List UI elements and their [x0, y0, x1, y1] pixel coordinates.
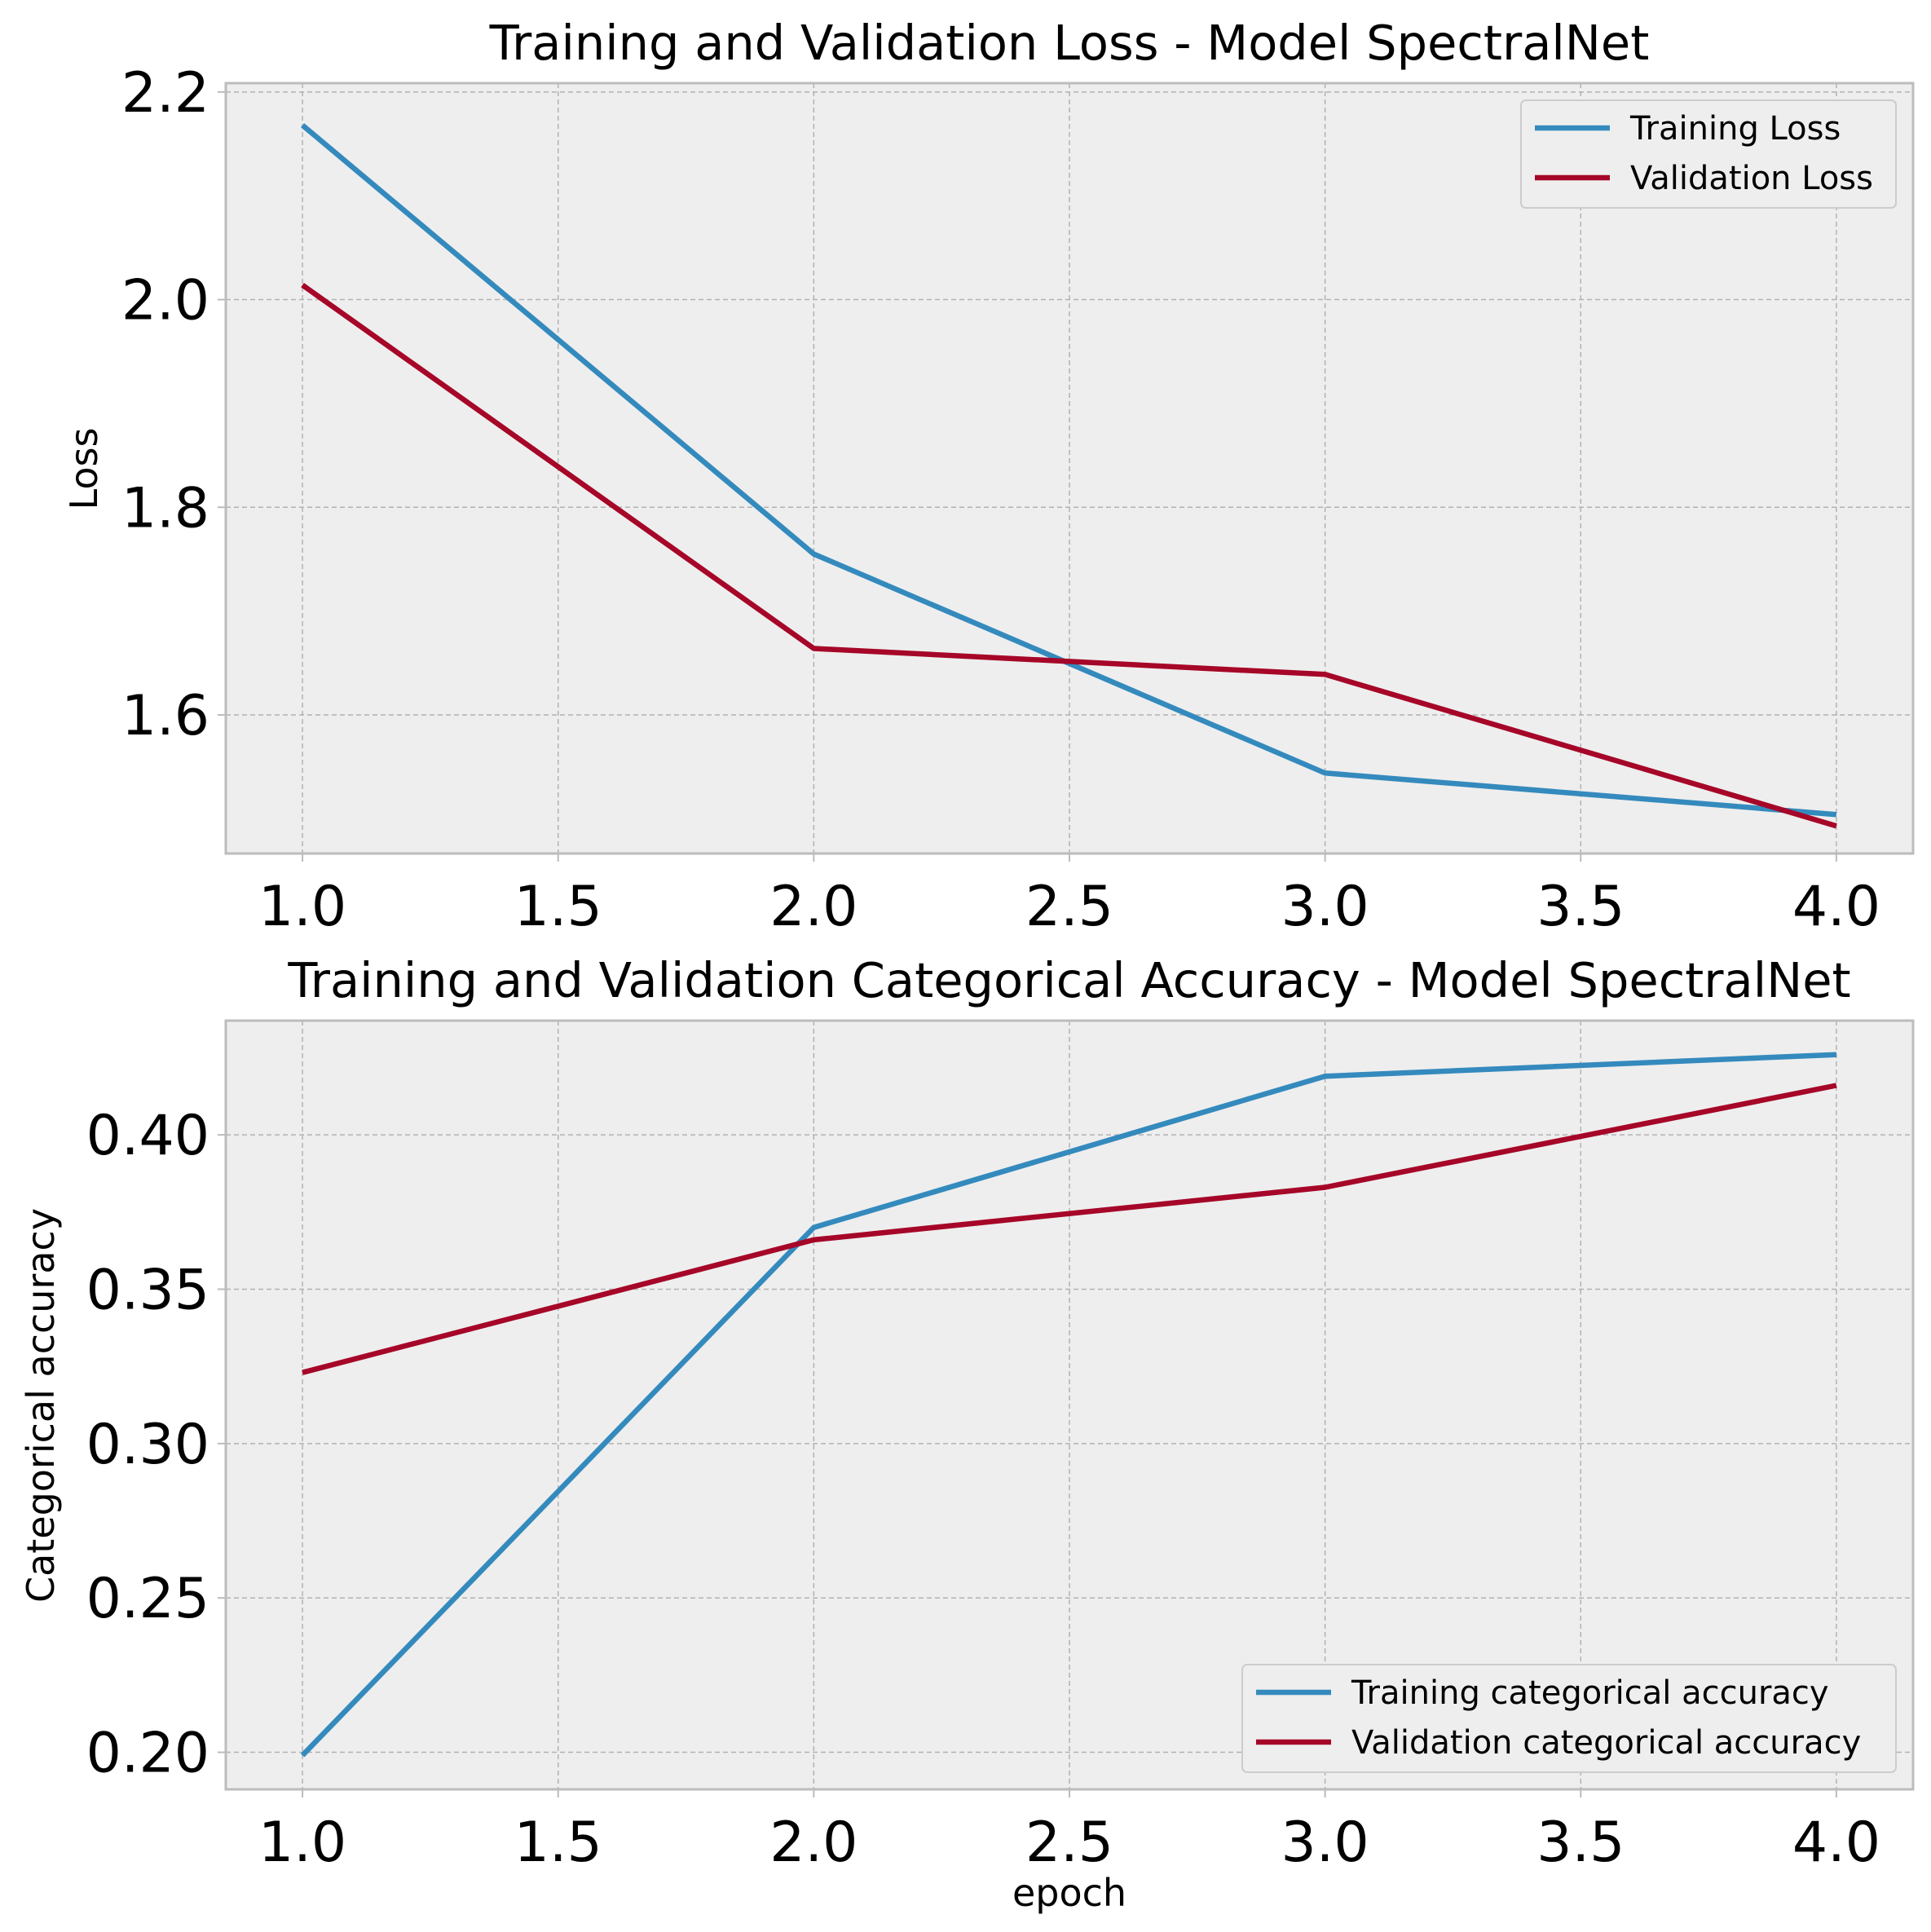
loss-chart: 1.0 1.5 2.0 2.5 3.0 3.5 4.0 1.6 1.8 2.0 2.2 Traini…	[62, 15, 1915, 939]
accuracy-y-tick-label: 0.35	[86, 1258, 209, 1322]
accuracy-x-tick-label: 2.0	[769, 1811, 857, 1875]
accuracy-y-tick-label: 0.20	[86, 1722, 209, 1786]
legend-label-training-loss: Training Loss	[1629, 110, 1841, 148]
loss-x-tick-label: 1.5	[514, 875, 602, 939]
accuracy-x-tick-label: 1.5	[514, 1811, 602, 1875]
loss-y-axis-label: Loss	[62, 428, 106, 510]
accuracy-chart-title: Training and Validation Categorical Accu…	[287, 952, 1850, 1008]
accuracy-series	[300, 1052, 1837, 1758]
legend-label-validation-loss: Validation Loss	[1630, 160, 1873, 197]
loss-y-tick-label: 1.8	[121, 476, 209, 540]
loss-series	[301, 123, 1837, 829]
accuracy-x-tick-label: 3.0	[1281, 1811, 1369, 1875]
accuracy-y-tick-label: 0.40	[86, 1104, 209, 1168]
loss-legend-box	[1520, 99, 1897, 209]
accuracy-y-tick-label: 0.25	[86, 1567, 209, 1631]
loss-x-tick-label: 4.0	[1792, 875, 1880, 939]
loss-plot-frame	[224, 82, 1915, 855]
loss-x-tick-label: 2.5	[1025, 875, 1113, 939]
accuracy-plot-frame	[224, 1019, 1915, 1791]
accuracy-x-axis-label: epoch	[1012, 1871, 1126, 1915]
accuracy-x-tick-label: 4.0	[1792, 1811, 1880, 1875]
loss-chart-title: Training and Validation Loss - Model Spe…	[489, 15, 1650, 71]
accuracy-chart: 1.0 1.5 2.0 2.5 3.0 3.5 4.0 0.20 0.25 0.30 0.35 0.4…	[19, 952, 1915, 1915]
loss-legend: Training Loss Validation Loss	[1520, 99, 1897, 209]
accuracy-y-axis-label: Categorical accuracy	[19, 1208, 63, 1603]
accuracy-ticks: 1.0 1.5 2.0 2.5 3.0 3.5 4.0 0.20 0.25 0.30 0.35 0.4…	[86, 1104, 1880, 1875]
accuracy-y-tick-label: 0.30	[86, 1413, 209, 1477]
legend-label-training-accuracy: Training categorical accuracy	[1351, 1674, 1829, 1712]
accuracy-x-tick-label: 3.5	[1536, 1811, 1625, 1875]
loss-y-tick-label: 2.0	[121, 269, 209, 333]
loss-ticks: 1.0 1.5 2.0 2.5 3.0 3.5 4.0 1.6 1.8 2.0 2.2	[121, 61, 1880, 939]
accuracy-series-training-line	[300, 1052, 1837, 1758]
accuracy-legend-box	[1241, 1664, 1897, 1773]
loss-x-tick-label: 3.5	[1536, 875, 1625, 939]
accuracy-legend: Training categorical accuracy Validation…	[1241, 1664, 1897, 1773]
loss-x-tick-label: 2.0	[769, 875, 857, 939]
loss-x-tick-label: 3.0	[1281, 875, 1369, 939]
loss-series-validation-line	[301, 283, 1837, 829]
loss-x-tick-label: 1.0	[258, 875, 346, 939]
loss-grid	[226, 83, 1913, 854]
legend-label-validation-accuracy: Validation categorical accuracy	[1351, 1724, 1861, 1762]
accuracy-x-tick-label: 2.5	[1025, 1811, 1113, 1875]
loss-y-tick-label: 1.6	[121, 684, 209, 748]
accuracy-series-validation-line	[302, 1083, 1837, 1375]
loss-y-tick-label: 2.2	[121, 61, 209, 126]
accuracy-x-tick-label: 1.0	[258, 1811, 346, 1875]
